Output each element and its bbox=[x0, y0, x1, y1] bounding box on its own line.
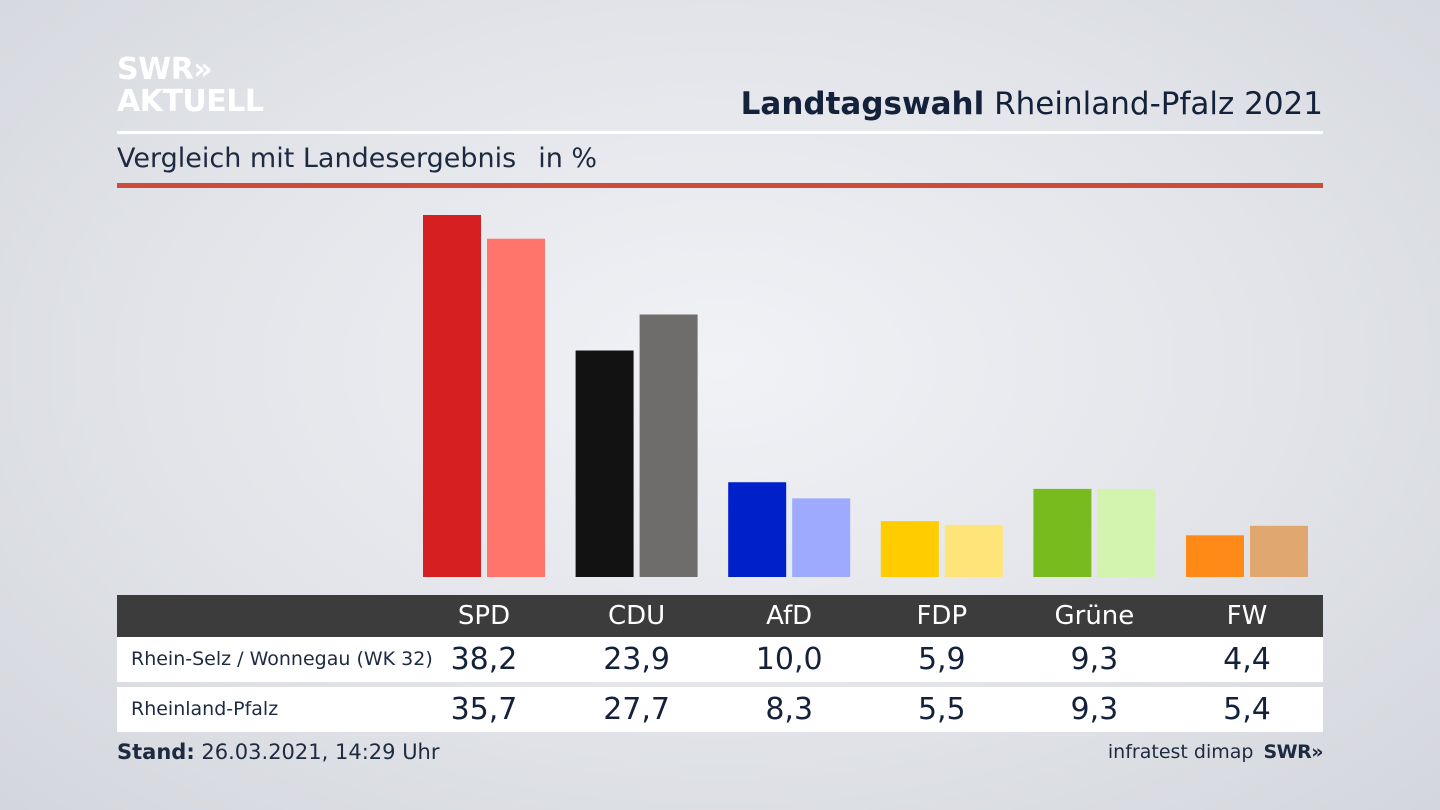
bar-fdp-series-1 bbox=[880, 521, 939, 577]
bar-grne-series-1 bbox=[1033, 488, 1092, 577]
row-label: Rhein-Selz / Wonnegau (WK 32) bbox=[131, 648, 433, 670]
swr-brand-logo: SWR» bbox=[1263, 741, 1323, 763]
table-row: Rhein-Selz / Wonnegau (WK 32) 38,2 23,9 10… bbox=[117, 637, 1323, 682]
value-cell: 5,9 bbox=[917, 642, 966, 677]
title-rest: Rheinland-Pfalz 2021 bbox=[994, 86, 1323, 122]
value-cell: 35,7 bbox=[450, 692, 518, 727]
logo-line-1: SWR» bbox=[117, 52, 213, 87]
page-title: Landtagswahl Rheinland-Pfalz 2021 bbox=[741, 86, 1323, 122]
value-cell: 10,0 bbox=[755, 642, 823, 677]
bar-afd-series-2 bbox=[792, 498, 851, 577]
title-bold: Landtagswahl bbox=[740, 86, 985, 122]
value-cell: 4,4 bbox=[1223, 642, 1271, 677]
value-cell: 27,7 bbox=[603, 692, 670, 727]
category-label: SPD bbox=[457, 601, 511, 631]
bar-cdu-series-1 bbox=[575, 350, 634, 577]
bar-spd-series-2 bbox=[487, 238, 545, 577]
category-label: AfD bbox=[766, 601, 813, 631]
logo-line-2: AKTUELL bbox=[117, 84, 264, 119]
bar-cdu-series-2 bbox=[639, 314, 698, 577]
row-label: Rheinland-Pfalz bbox=[131, 698, 279, 720]
value-cell: 38,2 bbox=[450, 642, 518, 677]
bar-spd-series-1 bbox=[423, 215, 481, 577]
stand-value: 26.03.2021, 14:29 Uhr bbox=[201, 740, 440, 764]
value-cell: 9,3 bbox=[1070, 692, 1119, 727]
bar-afd-series-1 bbox=[728, 482, 787, 577]
category-label: FDP bbox=[916, 601, 968, 631]
bar-fw-series-1 bbox=[1186, 535, 1244, 577]
value-cell: 9,3 bbox=[1070, 642, 1119, 677]
bar-grne-series-2 bbox=[1097, 488, 1156, 577]
accent-divider bbox=[117, 183, 1323, 188]
source-label: infratest dimap bbox=[1107, 741, 1254, 763]
subtitle-text: Vergleich mit Landesergebnis bbox=[117, 143, 517, 174]
table-row: Rheinland-Pfalz 35,7 27,7 8,3 5,5 9,3 5,4 bbox=[117, 687, 1323, 732]
value-cell: 8,3 bbox=[765, 692, 814, 727]
value-cell: 23,9 bbox=[603, 642, 670, 677]
results-table: SPD CDU AfD FDP Grüne FW Rhein-Selz / Wonnega… bbox=[117, 595, 1323, 732]
stand-timestamp: Stand: 26.03.2021, 14:29 Uhr bbox=[117, 740, 440, 764]
value-cell: 5,5 bbox=[917, 692, 966, 727]
table-header-row: SPD CDU AfD FDP Grüne FW bbox=[117, 595, 1323, 637]
unit-label: in % bbox=[538, 143, 598, 174]
category-label: FW bbox=[1226, 601, 1268, 631]
value-cell: 5,4 bbox=[1223, 692, 1271, 727]
title-divider bbox=[117, 131, 1323, 134]
category-label: Grüne bbox=[1054, 601, 1135, 631]
swr-aktuell-logo: SWR» AKTUELL bbox=[117, 54, 264, 118]
chart-subtitle: Vergleich mit Landesergebnis in % bbox=[117, 143, 597, 174]
source-credit: infratest dimap SWR» bbox=[1107, 741, 1324, 763]
bar-fdp-series-2 bbox=[944, 524, 1003, 577]
bar-fw-series-2 bbox=[1250, 525, 1308, 577]
category-label: CDU bbox=[607, 601, 666, 631]
stand-label: Stand: bbox=[117, 740, 195, 764]
